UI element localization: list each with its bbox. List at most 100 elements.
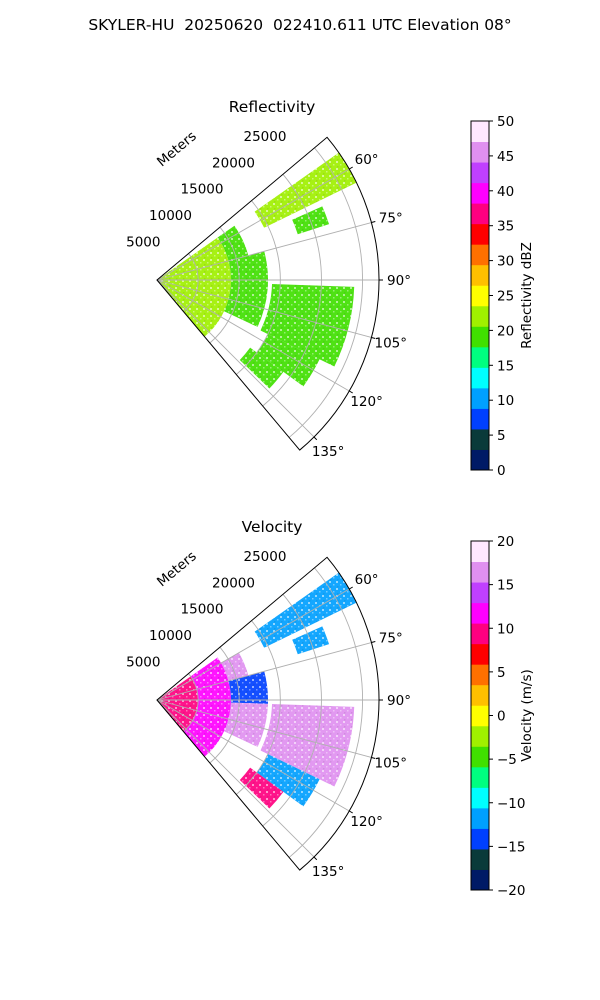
- colorbar: 0 5 10 15 20 25 30 35 40 45 50 Reflectivity dBZ: [470, 114, 535, 479]
- colorbar-segment: [471, 643, 489, 665]
- range-tick-label: 5000: [126, 235, 160, 251]
- range-ring: [209, 226, 240, 344]
- azimuth-spoke: [156, 699, 315, 858]
- colorbar-tick-label: 5: [497, 428, 506, 444]
- colorbar-segment: [471, 705, 489, 727]
- colorbar-segment: [471, 182, 489, 204]
- azimuth-tick-label: 105°: [374, 756, 407, 772]
- range-tick-label: 15000: [181, 602, 224, 618]
- azimuth-tick: [313, 856, 318, 861]
- echo-texture: [224, 702, 268, 747]
- colorbar-segment: [471, 766, 489, 788]
- range-axis-label: Meters: [154, 548, 200, 590]
- colorbar-segment: [471, 162, 489, 184]
- azimuth-spoke: [156, 279, 350, 392]
- colorbar-segment: [471, 305, 489, 327]
- grid-layer: [156, 147, 379, 438]
- colorbar-segment: [471, 141, 489, 163]
- range-ring: [235, 200, 281, 375]
- range-ring: [288, 567, 363, 858]
- colorbar-segment: [471, 623, 489, 645]
- echo-texture: [183, 657, 232, 757]
- colorbar-segment: [471, 203, 489, 225]
- colorbar-segment: [471, 746, 489, 768]
- reflectivity-panel: 60° 75° 90° 105° 120° 135° 5000 10000 15000 20000…: [126, 98, 535, 479]
- azimuth-tick: [349, 586, 353, 590]
- colorbar-tick-label: 10: [497, 393, 514, 409]
- panel-title: Velocity: [242, 518, 303, 536]
- azimuth-tick: [349, 810, 353, 814]
- azimuth-spoke: [156, 699, 350, 812]
- colorbar-segment: [471, 326, 489, 348]
- colorbar-segment: [471, 602, 489, 624]
- azimuth-tick-label: 75°: [379, 630, 403, 646]
- colorbar-segment: [471, 561, 489, 583]
- colorbar-segment: [471, 449, 489, 471]
- colorbar-tick-label: 5: [497, 665, 506, 681]
- colorbar-tick-label: 15: [497, 578, 514, 594]
- echo-texture: [221, 652, 249, 681]
- range-tick-label: 25000: [244, 549, 287, 565]
- colorbar-segment: [471, 787, 489, 809]
- azimuth-tick-label: 120°: [350, 814, 383, 830]
- azimuth-spoke: [156, 222, 372, 281]
- colorbar: −20 −15 −10 −5 0 5 10 15 20 Velocity (m/s): [470, 534, 535, 899]
- colorbar-tick-label: 50: [497, 114, 514, 130]
- range-tick-label: 20000: [212, 575, 255, 591]
- azimuth-tick-label: 135°: [312, 864, 345, 880]
- azimuth-tick-label: 90°: [387, 693, 411, 709]
- colorbar-segment: [471, 869, 489, 891]
- echo-texture: [260, 284, 355, 367]
- sector-outline: [156, 556, 380, 871]
- echo-texture: [239, 347, 284, 389]
- figure-title: SKYLER-HU 20250620 022410.611 UTC Elevat…: [88, 16, 512, 34]
- colorbar-segment: [471, 408, 489, 430]
- velocity-panel: 60° 75° 90° 105° 120° 135° 5000 10000 15000 20000…: [126, 518, 535, 899]
- azimuth-spoke: [156, 699, 372, 758]
- echo-texture: [224, 251, 268, 327]
- range-tick-label: 20000: [212, 155, 255, 171]
- range-ring: [235, 620, 281, 795]
- colorbar-tick-label: 20: [497, 534, 514, 550]
- colorbar-tick-label: 45: [497, 149, 514, 165]
- colorbar-segment: [471, 664, 489, 686]
- colorbar-tick-label: −20: [497, 883, 526, 899]
- range-ring: [262, 174, 322, 407]
- azimuth-spoke: [156, 279, 315, 438]
- azimuth-tick: [349, 166, 353, 170]
- colorbar-segment: [471, 684, 489, 706]
- azimuth-tick-label: 105°: [374, 336, 407, 352]
- azimuth-tick-label: 75°: [379, 210, 403, 226]
- colorbar-segment: [471, 244, 489, 266]
- colorbar-segment: [471, 367, 489, 389]
- colorbar-tick-label: 25: [497, 289, 514, 305]
- colorbar-tick-label: 20: [497, 323, 514, 339]
- range-ring: [262, 594, 322, 827]
- colorbar-tick-label: −5: [497, 752, 517, 768]
- colorbar-tick-label: 35: [497, 219, 514, 235]
- colorbar-tick-label: 15: [497, 358, 514, 374]
- colorbar-tick-label: 10: [497, 621, 514, 637]
- colorbar-segment: [471, 264, 489, 286]
- azimuth-spoke: [156, 642, 372, 701]
- azimuth-tick: [371, 336, 376, 339]
- azimuth-spoke: [156, 168, 350, 281]
- echo-texture: [157, 237, 232, 337]
- range-ring: [209, 646, 240, 764]
- colorbar-segment: [471, 725, 489, 747]
- colorbar-segment: [471, 582, 489, 604]
- colorbar-segment: [471, 223, 489, 245]
- colorbar-segment: [471, 285, 489, 307]
- azimuth-tick: [371, 756, 376, 759]
- colorbar-tick-label: 0: [497, 463, 506, 479]
- sector-outline: [156, 136, 380, 451]
- echo-texture: [239, 767, 284, 809]
- colorbar-segment: [471, 121, 489, 143]
- range-tick-label: 10000: [149, 208, 192, 224]
- azimuth-tick: [349, 390, 353, 394]
- colorbar-tick-label: 40: [497, 184, 514, 200]
- range-ring: [288, 147, 363, 438]
- colorbar-label: Reflectivity dBZ: [519, 242, 535, 349]
- echo-texture: [228, 671, 268, 704]
